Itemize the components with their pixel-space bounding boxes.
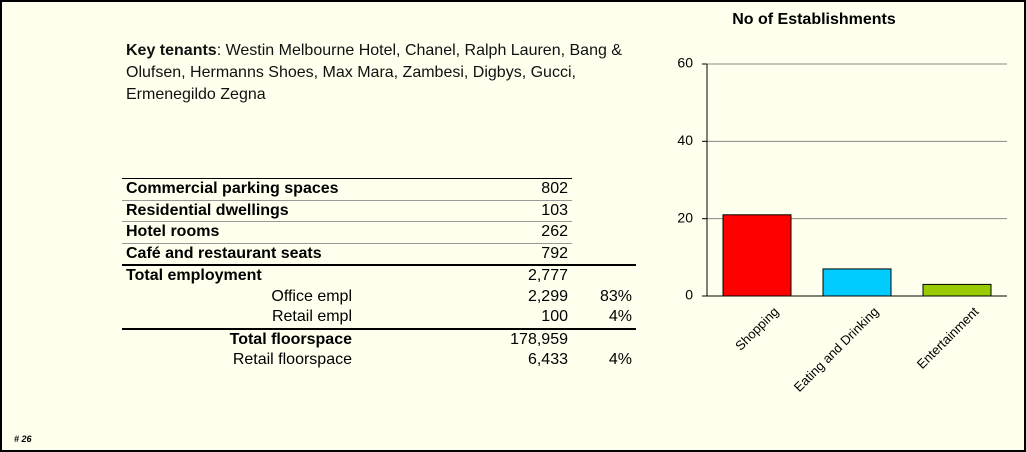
cell: 262: [502, 221, 572, 243]
row: Hotel rooms 262: [122, 221, 636, 243]
y-tick-label: 0: [685, 287, 693, 303]
row: Retail empl 100 4%: [122, 307, 636, 329]
key-tenants-text: : Westin Melbourne Hotel, Chanel, Ralph …: [126, 42, 622, 103]
cell: 100: [541, 308, 568, 326]
cell: 2,299: [527, 287, 568, 305]
row: Total employment 2,777: [122, 264, 636, 287]
cell: 802: [502, 178, 572, 200]
cell: Office empl: [271, 287, 352, 305]
bar: [722, 214, 792, 297]
y-tick-label: 20: [677, 209, 693, 225]
cell: Retail floorspace: [232, 351, 352, 369]
cell: Café and restaurant seats: [122, 242, 502, 265]
key-tenants: Key tenants: Westin Melbourne Hotel, Cha…: [126, 40, 646, 106]
row: Retail floorspace 6,433 4%: [122, 350, 636, 371]
x-tick-label: Eating and Drinking: [791, 304, 882, 395]
cell: Commercial parking spaces: [122, 178, 502, 200]
row: Residential dwellings 103: [122, 199, 636, 222]
key-tenants-label: Key tenants: [126, 42, 217, 59]
x-tick-label: Shopping: [732, 304, 781, 353]
cell: 6,433: [527, 351, 568, 369]
cell: 4%: [608, 351, 632, 369]
cell: 792: [502, 242, 572, 265]
row: Total floorspace 178,959: [122, 327, 636, 350]
row: Commercial parking spaces 802: [122, 178, 636, 200]
cell: 178,959: [502, 327, 572, 350]
cell: Total employment: [122, 264, 502, 287]
cell: Hotel rooms: [122, 221, 502, 243]
cell: 103: [502, 199, 572, 222]
row: Office empl 2,299 83%: [122, 287, 636, 308]
x-tick-label: Entertainment: [914, 304, 982, 372]
cell: Residential dwellings: [122, 199, 502, 222]
cell: 4%: [608, 308, 632, 326]
chart-title: No of Establishments: [732, 11, 896, 28]
y-tick-label: 40: [677, 132, 693, 148]
y-tick-label: 60: [677, 55, 693, 71]
cell: Retail empl: [271, 308, 352, 326]
cell: Total floorspace: [122, 327, 502, 350]
cell: 83%: [599, 287, 632, 305]
bar: [922, 283, 992, 297]
cell: 2,777: [502, 264, 572, 287]
row: Café and restaurant seats 792: [122, 242, 636, 265]
page-number: # 26: [14, 434, 32, 444]
bar: [822, 268, 892, 297]
stats-table: Commercial parking spaces 802 Residential…: [122, 178, 636, 371]
